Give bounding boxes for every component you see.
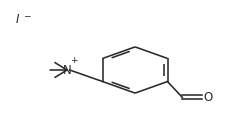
Text: N: N xyxy=(63,64,71,76)
Text: I: I xyxy=(15,13,19,26)
Text: O: O xyxy=(204,91,213,104)
Text: +: + xyxy=(70,56,78,65)
Text: −: − xyxy=(23,11,30,20)
